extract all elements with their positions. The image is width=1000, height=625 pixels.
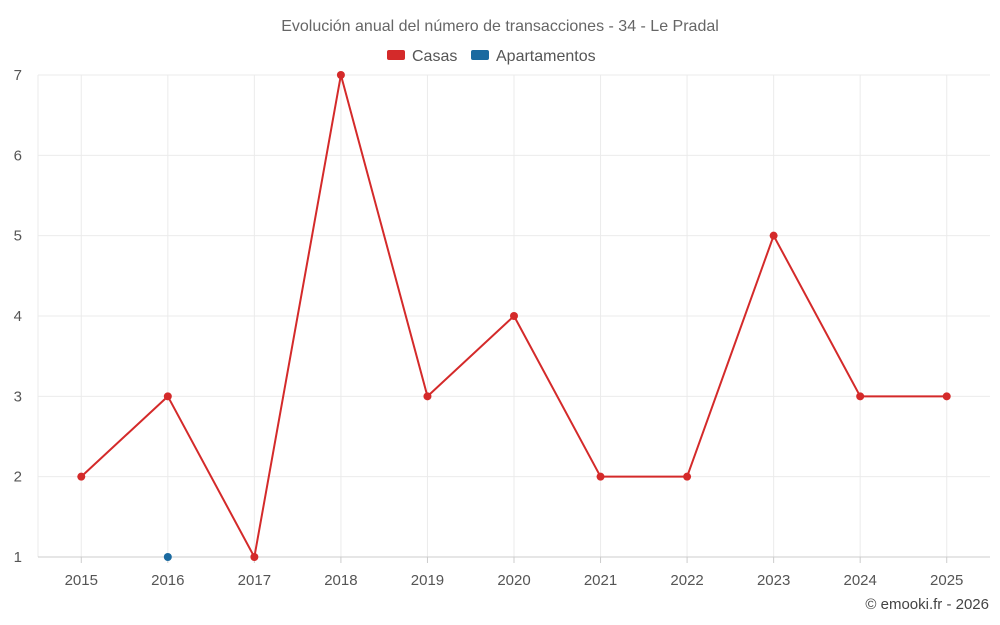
data-point-casas[interactable] <box>336 71 345 79</box>
x-tick-label: 2022 <box>670 572 703 589</box>
x-tick-label: 2017 <box>238 572 271 589</box>
y-tick-label: 3 <box>14 388 22 405</box>
legend-swatch-apartamentos <box>471 50 489 60</box>
y-tick-label: 7 <box>14 67 22 84</box>
data-point-casas[interactable] <box>163 392 172 401</box>
legend-label-casas[interactable]: Casas <box>412 48 457 65</box>
credit-text: © emooki.fr - 2026 <box>865 596 989 613</box>
x-tick-label: 2020 <box>497 572 530 589</box>
data-point-casas[interactable] <box>683 472 692 481</box>
data-point-casas[interactable] <box>856 392 865 401</box>
chart-title: Evolución anual del número de transaccio… <box>281 18 719 35</box>
x-tick-label: 2018 <box>324 572 357 589</box>
data-point-casas[interactable] <box>250 553 259 561</box>
y-tick-label: 4 <box>14 308 22 325</box>
data-point-casas[interactable] <box>423 392 432 401</box>
data-point-casas[interactable] <box>596 472 605 481</box>
y-tick-label: 5 <box>14 228 22 245</box>
series-layer <box>77 71 951 561</box>
x-tick-label: 2015 <box>65 572 98 589</box>
data-point-casas[interactable] <box>769 231 778 240</box>
x-axis: 2015 2016 2017 2018 2019 2020 2021 2022 2023 2024… <box>38 556 990 589</box>
x-tick-label: 2021 <box>584 572 617 589</box>
legend: Casas Apartamentos <box>387 48 596 65</box>
y-tick-label: 2 <box>14 469 22 486</box>
y-axis: 1 2 3 4 5 6 7 <box>14 67 22 566</box>
x-tick-label: 2019 <box>411 572 444 589</box>
y-tick-label: 1 <box>14 549 22 566</box>
data-point-casas[interactable] <box>77 472 86 481</box>
data-point-casas[interactable] <box>510 312 518 320</box>
x-tick-label: 2025 <box>930 572 963 589</box>
legend-swatch-casas <box>387 50 405 60</box>
x-tick-label: 2023 <box>757 572 790 589</box>
data-point-casas[interactable] <box>942 392 951 401</box>
data-point-apartamentos[interactable] <box>163 553 172 561</box>
legend-label-apartamentos[interactable]: Apartamentos <box>496 48 596 65</box>
x-tick-label: 2016 <box>151 572 184 589</box>
x-tick-label: 2024 <box>843 572 876 589</box>
y-tick-label: 6 <box>14 147 22 164</box>
